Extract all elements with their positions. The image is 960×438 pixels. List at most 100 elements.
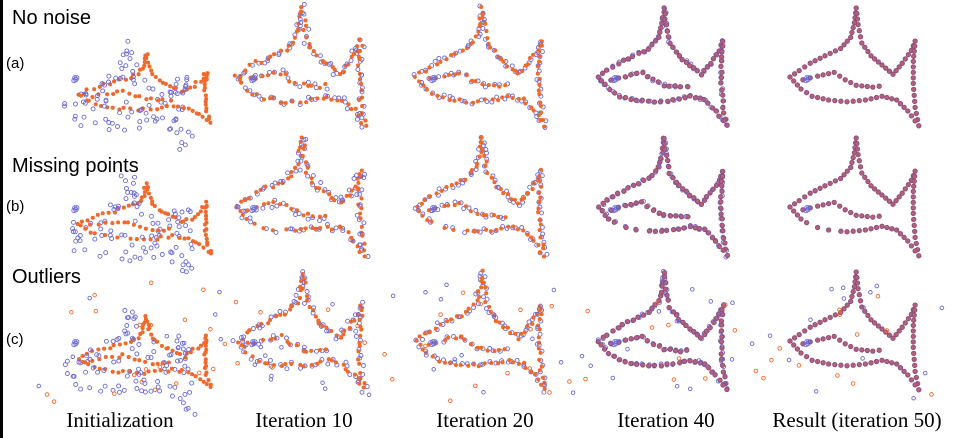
target-point xyxy=(146,102,152,108)
source-point xyxy=(850,98,856,104)
source-point xyxy=(691,65,697,71)
source-point xyxy=(864,213,870,220)
source-point xyxy=(157,78,162,83)
source-point xyxy=(362,241,367,246)
target-point xyxy=(144,117,150,123)
source-point xyxy=(859,347,865,353)
outlier-point xyxy=(808,317,813,322)
source-point xyxy=(905,51,912,58)
source-point xyxy=(208,120,213,125)
source-point xyxy=(515,201,521,206)
source-point xyxy=(848,343,854,350)
source-point xyxy=(289,304,294,309)
source-point xyxy=(844,229,850,235)
target-point xyxy=(124,323,130,328)
source-point xyxy=(304,100,309,105)
source-point xyxy=(145,187,150,192)
target-point xyxy=(179,209,185,215)
target-point xyxy=(120,52,126,58)
source-point xyxy=(97,357,102,362)
source-point xyxy=(433,326,438,331)
source-point xyxy=(360,104,365,109)
source-point xyxy=(201,379,206,384)
source-point xyxy=(152,368,157,373)
target-point xyxy=(297,167,303,173)
source-point xyxy=(137,224,143,229)
outlier-point xyxy=(131,372,137,378)
source-point xyxy=(879,223,885,229)
source-point xyxy=(492,180,497,185)
source-point xyxy=(680,186,686,192)
source-point xyxy=(465,228,470,233)
source-point xyxy=(844,363,850,369)
target-point xyxy=(83,92,89,98)
source-point xyxy=(701,67,707,74)
source-point xyxy=(204,109,209,114)
source-point xyxy=(513,331,518,336)
source-point xyxy=(479,140,484,145)
outlier-point xyxy=(666,322,671,328)
source-point xyxy=(796,197,802,204)
target-point xyxy=(124,51,129,57)
target-point xyxy=(364,384,370,390)
source-point xyxy=(687,192,693,198)
source-point xyxy=(307,305,312,310)
outlier-point xyxy=(696,358,702,363)
target-point xyxy=(64,371,70,376)
source-point xyxy=(525,232,530,237)
source-point xyxy=(652,228,659,235)
outlier-point xyxy=(567,379,572,384)
source-point xyxy=(355,44,360,49)
source-point xyxy=(657,99,664,105)
source-point xyxy=(650,341,657,348)
source-point xyxy=(478,21,483,27)
source-point xyxy=(515,227,520,232)
source-point xyxy=(278,72,283,77)
outlier-point xyxy=(730,300,735,305)
source-point xyxy=(298,9,304,14)
source-point xyxy=(683,188,690,194)
outlier-point xyxy=(93,308,99,314)
source-point xyxy=(339,98,345,103)
source-point xyxy=(820,336,826,342)
target-point xyxy=(138,370,144,376)
source-point xyxy=(850,362,856,368)
source-point xyxy=(202,82,207,87)
source-point xyxy=(497,84,502,89)
source-point xyxy=(719,362,726,368)
target-point xyxy=(136,125,142,131)
source-point xyxy=(890,335,896,341)
source-point xyxy=(911,317,917,323)
source-point xyxy=(884,94,890,101)
source-point xyxy=(332,67,337,72)
source-point xyxy=(484,227,489,232)
source-point xyxy=(620,57,627,63)
eye-point xyxy=(74,205,80,211)
source-point xyxy=(849,29,855,36)
source-point xyxy=(155,107,160,112)
source-point xyxy=(289,206,294,211)
source-point xyxy=(625,185,631,191)
source-point xyxy=(658,155,664,161)
column-label-initialization: Initialization xyxy=(66,408,174,432)
source-point xyxy=(498,187,503,192)
source-point xyxy=(357,361,362,366)
source-point xyxy=(339,335,344,340)
source-point xyxy=(673,312,680,318)
source-point xyxy=(203,343,208,348)
source-point xyxy=(844,99,850,105)
source-point xyxy=(865,178,871,185)
source-point xyxy=(170,232,175,238)
source-point xyxy=(418,342,423,347)
outlier-point xyxy=(547,390,552,395)
source-point xyxy=(910,69,916,76)
source-point xyxy=(910,80,916,87)
source-point xyxy=(844,168,850,174)
source-point xyxy=(83,226,88,231)
source-point xyxy=(655,79,661,85)
source-point xyxy=(710,56,717,62)
source-point xyxy=(536,377,541,382)
target-point xyxy=(123,196,129,202)
source-point xyxy=(126,355,131,360)
outlier-point xyxy=(868,290,873,295)
